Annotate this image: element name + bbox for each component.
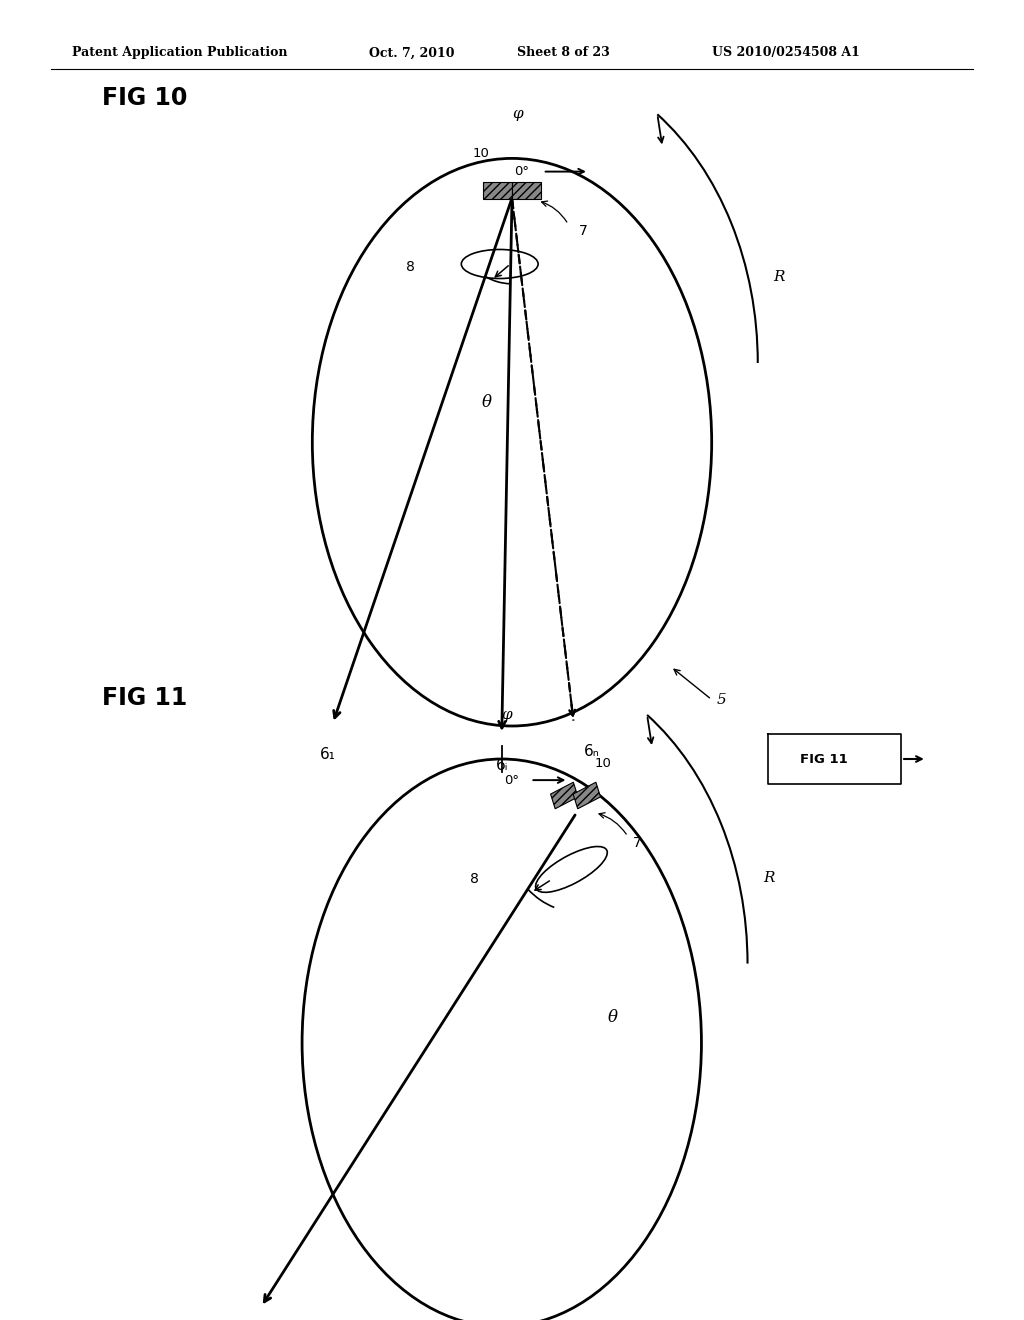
Bar bbox=[573, 783, 600, 809]
Text: 6ᵢ: 6ᵢ bbox=[496, 758, 508, 772]
Text: 0°: 0° bbox=[514, 165, 529, 178]
Text: FIG 11: FIG 11 bbox=[102, 686, 187, 710]
Text: 7: 7 bbox=[633, 836, 642, 850]
Text: 10: 10 bbox=[595, 758, 612, 771]
Text: 7: 7 bbox=[579, 224, 588, 238]
Text: 6₁: 6₁ bbox=[319, 747, 336, 762]
Text: Oct. 7, 2010: Oct. 7, 2010 bbox=[369, 46, 454, 59]
Text: R: R bbox=[763, 871, 774, 884]
Bar bbox=[512, 182, 541, 199]
Text: θ: θ bbox=[607, 1008, 617, 1026]
Text: 8: 8 bbox=[406, 260, 415, 273]
Text: R: R bbox=[773, 271, 784, 284]
Text: 5: 5 bbox=[717, 693, 727, 706]
Text: 10: 10 bbox=[473, 147, 489, 160]
Bar bbox=[483, 182, 512, 199]
Text: φ: φ bbox=[512, 107, 522, 121]
Bar bbox=[551, 783, 578, 809]
Text: φ: φ bbox=[502, 708, 512, 722]
Text: FIG 10: FIG 10 bbox=[102, 86, 187, 110]
Text: Sheet 8 of 23: Sheet 8 of 23 bbox=[517, 46, 610, 59]
Text: 0°: 0° bbox=[504, 774, 519, 787]
Text: θ: θ bbox=[481, 395, 492, 411]
Text: 8: 8 bbox=[470, 871, 479, 886]
Text: 6ₙ: 6ₙ bbox=[584, 744, 600, 759]
Text: Patent Application Publication: Patent Application Publication bbox=[72, 46, 287, 59]
Text: US 2010/0254508 A1: US 2010/0254508 A1 bbox=[712, 46, 859, 59]
Text: FIG 11: FIG 11 bbox=[801, 752, 848, 766]
